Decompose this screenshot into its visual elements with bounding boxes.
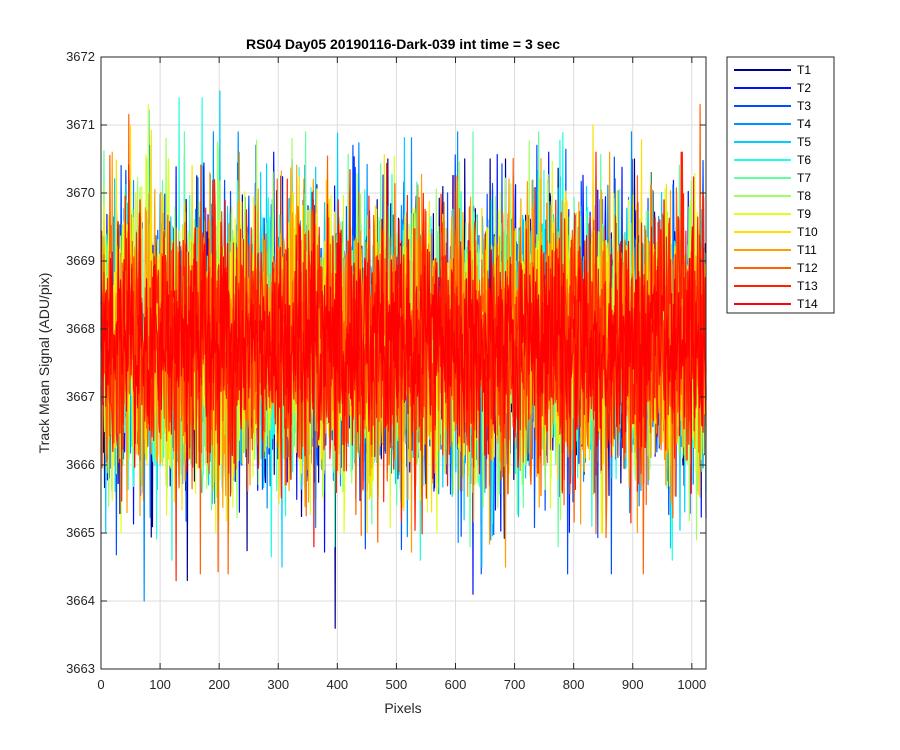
x-axis-label: Pixels [384, 700, 421, 716]
x-tick-label: 400 [326, 677, 348, 692]
legend-label: T14 [797, 297, 818, 311]
legend-label: T12 [797, 261, 818, 275]
legend-label: T9 [797, 207, 811, 221]
legend-label: T7 [797, 171, 811, 185]
legend-label: T8 [797, 189, 811, 203]
y-tick-label: 3667 [66, 389, 95, 404]
chart-title: RS04 Day05 20190116-Dark-039 int time = … [246, 36, 560, 52]
x-tick-label: 200 [208, 677, 230, 692]
y-tick-label: 3671 [66, 117, 95, 132]
y-tick-label: 3663 [66, 661, 95, 676]
legend-label: T6 [797, 153, 811, 167]
legend-label: T13 [797, 279, 818, 293]
x-tick-label: 600 [445, 677, 467, 692]
y-tick-label: 3668 [66, 321, 95, 336]
x-tick-label: 0 [97, 677, 104, 692]
x-tick-label: 1000 [677, 677, 706, 692]
series-line-t14 [100, 199, 707, 548]
y-tick-label: 3670 [66, 185, 95, 200]
series-lines [100, 90, 707, 629]
series-line-t13 [100, 151, 707, 582]
x-tick-label: 900 [622, 677, 644, 692]
y-tick-label: 3669 [66, 253, 95, 268]
x-tick-label: 500 [386, 677, 408, 692]
y-tick-label: 3665 [66, 525, 95, 540]
legend-label: T2 [797, 81, 811, 95]
legend-label: T5 [797, 135, 811, 149]
legend-label: T10 [797, 225, 818, 239]
legend-label: T3 [797, 99, 811, 113]
legend-entries: T1 T2 T3 T4 T5 T6 T7 T8 T9 T10 T11 T12 T13 T14 [734, 63, 818, 311]
x-tick-label: 800 [563, 677, 585, 692]
y-axis-label: Track Mean Signal (ADU/pix) [36, 273, 52, 454]
x-tick-label: 100 [149, 677, 171, 692]
x-tick-label: 300 [267, 677, 289, 692]
legend-label: T1 [797, 63, 811, 77]
axis-ticks: 0 100 200 300 400 500 600 700 800 900 1000 3663 3664… [66, 49, 706, 692]
plot-frame [100, 56, 707, 670]
y-tick-label: 3666 [66, 457, 95, 472]
legend-box [726, 56, 835, 314]
y-tick-label: 3672 [66, 49, 95, 64]
legend-label: T11 [797, 243, 817, 257]
y-tick-label: 3664 [66, 593, 95, 608]
legend-label: T4 [797, 117, 811, 131]
legend: T1 T2 T3 T4 T5 T6 T7 T8 T9 T10 T11 T12 T13 T14 [726, 56, 835, 314]
x-tick-label: 700 [504, 677, 526, 692]
